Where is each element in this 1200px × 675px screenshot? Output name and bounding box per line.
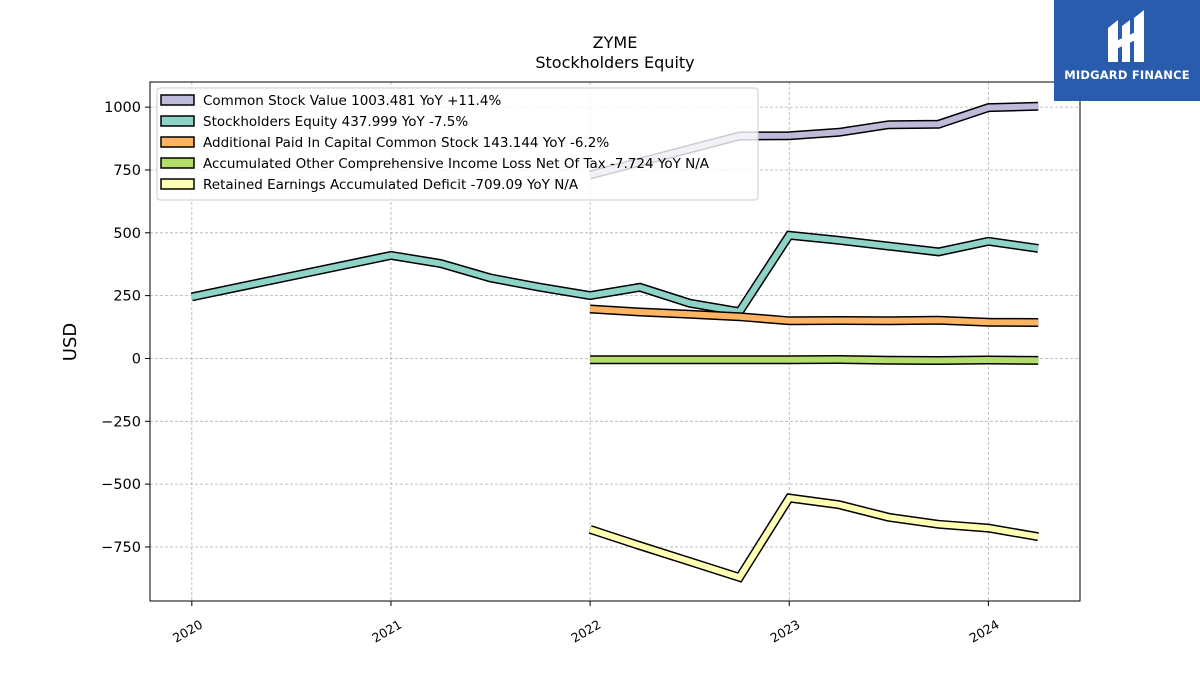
x-axis: 2020 2021 2022 2023 2024 xyxy=(170,601,1002,646)
x-tick-label: 2020 xyxy=(170,617,205,646)
series-line xyxy=(590,356,1039,364)
x-tick-label: 2024 xyxy=(967,617,1002,646)
y-tick-label: −500 xyxy=(101,477,141,493)
legend-swatch xyxy=(160,115,195,127)
legend-label: Retained Earnings Accumulated Deficit -7… xyxy=(203,177,579,193)
series-line-outline xyxy=(588,493,1039,583)
y-tick-label: 750 xyxy=(113,163,141,179)
legend-label: Accumulated Other Comprehensive Income L… xyxy=(203,156,710,172)
legend-label: Additional Paid In Capital Common Stock … xyxy=(203,135,609,151)
y-tick-label: −250 xyxy=(101,414,141,430)
brand-logo: MIDGARD FINANCE xyxy=(1054,0,1200,101)
chart-subtitle: Stockholders Equity xyxy=(535,53,694,72)
y-tick-label: 1000 xyxy=(104,100,141,116)
chart-title: ZYME xyxy=(593,33,638,52)
x-tick-label: 2023 xyxy=(767,617,802,646)
series-line xyxy=(589,306,1039,326)
y-tick-label: −750 xyxy=(101,540,141,556)
y-tick-label: 500 xyxy=(113,226,141,242)
series-line xyxy=(191,232,1039,315)
brand-mark-icon xyxy=(1108,10,1144,62)
brand-name: MIDGARD FINANCE xyxy=(1064,68,1190,82)
legend-label: Stockholders Equity 437.999 YoY -7.5% xyxy=(203,114,468,130)
legend: Common Stock Value 1003.481 YoY +11.4% St… xyxy=(156,87,759,201)
series-line xyxy=(589,494,1039,581)
legend-swatch xyxy=(160,94,195,106)
x-tick-label: 2022 xyxy=(568,617,603,646)
legend-swatch xyxy=(160,157,195,169)
y-tick-label: 250 xyxy=(113,289,141,305)
legend-swatch xyxy=(160,136,195,148)
legend-swatch xyxy=(160,178,195,190)
y-axis-label: USD xyxy=(60,323,81,361)
y-tick-label: 0 xyxy=(132,351,141,367)
legend-label: Common Stock Value 1003.481 YoY +11.4% xyxy=(203,93,501,109)
plot-area-frame xyxy=(149,81,1081,602)
legend-box xyxy=(156,87,759,201)
x-tick-label: 2021 xyxy=(369,617,404,646)
y-axis: 1000 750 500 250 0 −250 −500 −750 xyxy=(101,100,150,556)
